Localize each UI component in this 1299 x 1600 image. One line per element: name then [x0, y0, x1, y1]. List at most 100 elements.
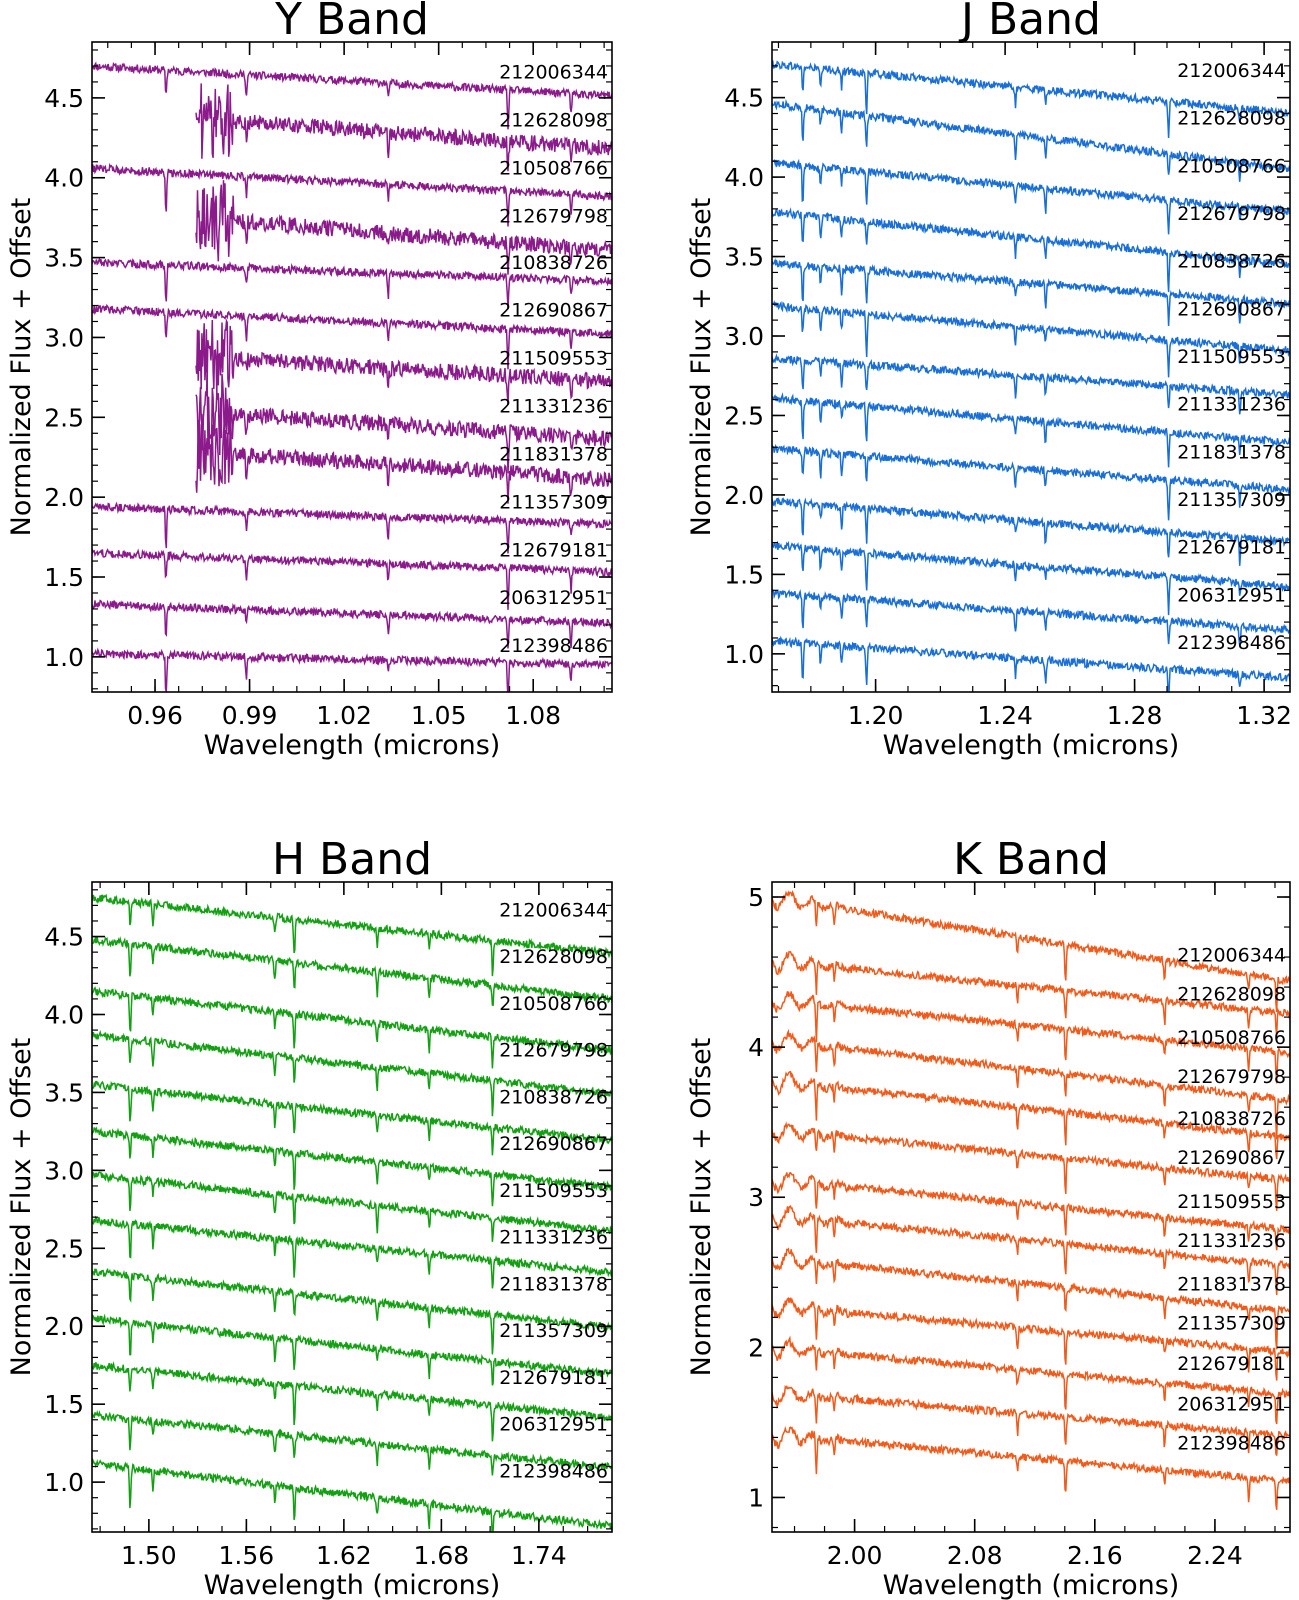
spectrum-line	[772, 1171, 1290, 1251]
spectrum-line	[772, 889, 1290, 1013]
series-label: 212679798	[1177, 203, 1286, 225]
x-tick-label: 1.20	[848, 701, 904, 730]
series-label: 210838726	[1177, 1108, 1286, 1130]
spectrum-line	[772, 950, 1290, 1036]
series-label: 212006344	[1177, 945, 1286, 967]
spectrum-line	[92, 986, 612, 1069]
spectrum-line	[772, 392, 1290, 468]
spectrum-line	[92, 257, 612, 310]
spectrum-line	[772, 1070, 1290, 1160]
spectrum-line	[92, 1267, 612, 1355]
x-tick-label: 2.08	[947, 1541, 1003, 1570]
spectrum-line	[92, 501, 612, 554]
series-label: 212679798	[499, 1040, 608, 1062]
panel-title: Y Band	[274, 0, 429, 45]
series-group	[772, 60, 1290, 692]
x-tick-label: 1.08	[505, 701, 561, 730]
x-tick-label: 1.02	[316, 701, 372, 730]
y-tick-label: 2.0	[724, 481, 764, 510]
spectrum-line	[772, 353, 1290, 415]
y-tick-label: 4.0	[724, 163, 764, 192]
series-label: 212679798	[499, 205, 608, 227]
y-tick-label: 1.5	[44, 1390, 84, 1419]
series-label: 212690867	[1177, 1147, 1286, 1169]
series-label: 206312951	[1177, 584, 1286, 606]
series-label: 211831378	[499, 1273, 608, 1295]
spectrum-line	[772, 1121, 1290, 1211]
spectrum-line	[92, 1171, 612, 1242]
series-label: 211509553	[499, 1180, 608, 1202]
panel-title: J Band	[958, 0, 1101, 45]
series-label: 212006344	[499, 899, 608, 921]
series-label: 211831378	[499, 443, 608, 465]
y-tick-label: 5	[748, 883, 764, 912]
spectrum-line	[92, 1457, 612, 1532]
y-tick-label: 3.0	[44, 1156, 84, 1185]
spectrum-line	[92, 599, 612, 649]
series-label: 206312951	[1177, 1393, 1286, 1415]
y-tick-label: 1.5	[724, 560, 764, 589]
y-tick-label: 2	[748, 1333, 764, 1362]
axes-frame	[771, 881, 1291, 1533]
y-tick-label: 2.0	[44, 483, 84, 512]
x-tick-label: 1.50	[121, 1541, 177, 1570]
series-label: 211831378	[1177, 441, 1286, 463]
y-tick-label: 4.0	[44, 1000, 84, 1029]
panel-y-band: Y Band 212006344 212628098 210508766 2126797…	[6, 0, 613, 761]
series-label: 206312951	[499, 587, 608, 609]
series-label: 212690867	[1177, 298, 1286, 320]
x-tick-label: 1.32	[1236, 701, 1292, 730]
series-label: 211509553	[499, 348, 608, 370]
spectrum-line	[92, 647, 612, 692]
series-label: 212006344	[1177, 60, 1286, 82]
y-axis-label: Normalized Flux + Offset	[686, 198, 717, 537]
series-label: 212628098	[1177, 984, 1286, 1006]
series-label: 210838726	[1177, 251, 1286, 273]
spectrum-line	[92, 1080, 612, 1156]
spectrum-line	[195, 318, 612, 406]
y-tick-label: 3.0	[724, 322, 764, 351]
spectrum-line	[92, 303, 612, 370]
panel-h-band: H Band 212006344 212628098 210508766 2126797…	[6, 834, 613, 1600]
spectrum-line	[772, 497, 1290, 566]
spectrum-line	[772, 443, 1290, 521]
y-tick-label: 2.5	[44, 1234, 84, 1263]
y-tick-label: 4.5	[724, 84, 764, 113]
series-label: 206312951	[499, 1414, 608, 1436]
spectrum-line	[195, 373, 612, 474]
series-label: 210508766	[1177, 155, 1286, 177]
series-group	[92, 893, 612, 1532]
series-label: 211357309	[1177, 1312, 1286, 1334]
spectrum-line	[92, 1126, 612, 1207]
y-tick-label: 4.5	[44, 84, 84, 113]
spectrum-line	[772, 1247, 1290, 1350]
y-tick-label: 1.5	[44, 563, 84, 592]
series-group	[772, 889, 1290, 1510]
series-label: 212628098	[1177, 108, 1286, 130]
spectrum-line	[92, 61, 612, 130]
series-label: 211509553	[1177, 346, 1286, 368]
series-label: 212006344	[499, 62, 608, 84]
y-tick-label: 4	[748, 1033, 764, 1062]
series-label: 210838726	[499, 252, 608, 274]
spectrum-line	[772, 158, 1290, 235]
y-tick-label: 3.5	[44, 1078, 84, 1107]
series-label: 211831378	[1177, 1273, 1286, 1295]
axes-frame	[91, 41, 613, 693]
series-label: 212628098	[499, 946, 608, 968]
x-tick-label: 2.16	[1067, 1541, 1123, 1570]
spectrum-line	[772, 1425, 1290, 1510]
series-label: 212679798	[1177, 1066, 1286, 1088]
spectrum-line	[772, 1028, 1290, 1140]
y-tick-label: 4.0	[44, 164, 84, 193]
series-label: 210508766	[499, 993, 608, 1015]
spectrum-line	[195, 83, 612, 172]
spectrum-line	[772, 1297, 1290, 1381]
spectrum-line	[92, 1409, 612, 1476]
series-label: 211357309	[499, 1320, 608, 1342]
y-tick-label: 3.5	[724, 243, 764, 272]
y-axis-label: Normalized Flux + Offset	[6, 1038, 37, 1377]
x-tick-label: 1.56	[219, 1541, 275, 1570]
spectrum-line	[92, 1313, 612, 1386]
